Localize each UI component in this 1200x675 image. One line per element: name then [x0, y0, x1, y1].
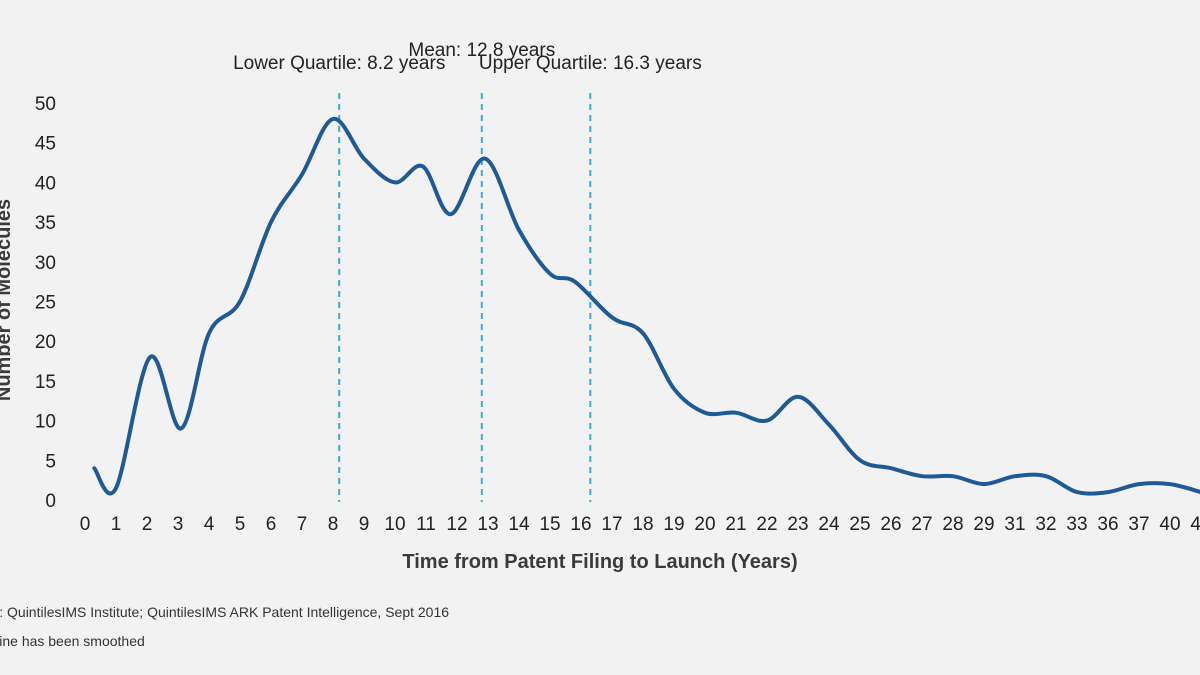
x-tick-label: 28 [942, 514, 963, 535]
x-tick-label: 31 [1004, 514, 1025, 535]
x-tick-label: 26 [880, 514, 901, 535]
x-tick-label: 6 [266, 514, 277, 535]
reference-line-label: Lower Quartile: 8.2 years [233, 53, 445, 74]
y-tick-label: 15 [35, 372, 56, 393]
y-tick-label: 0 [45, 491, 56, 512]
reference-line-label: Upper Quartile: 16.3 years [479, 53, 702, 74]
x-tick-label: 18 [632, 514, 653, 535]
y-tick-label: 50 [35, 94, 56, 115]
x-tick-label: 10 [384, 514, 405, 535]
y-tick-label: 25 [35, 293, 56, 314]
x-tick-label: 24 [818, 514, 840, 535]
y-tick-label: 45 [35, 134, 56, 155]
x-tick-label: 11 [416, 514, 436, 535]
y-tick-label: 10 [35, 412, 56, 433]
x-tick-label: 17 [601, 514, 622, 535]
series-line [92, 116, 1200, 496]
x-tick-label: 22 [756, 514, 777, 535]
x-tick-label: 4 [204, 514, 215, 535]
x-tick-label: 9 [359, 514, 370, 535]
series-layer [92, 116, 1200, 496]
y-axis-ticks: 0 5 10 15 20 25 30 35 40 45 50 [35, 94, 56, 512]
x-tick-label: 3 [173, 514, 184, 535]
x-axis-label: Time from Patent Filing to Launch (Years… [402, 551, 797, 573]
x-tick-label: 8 [328, 514, 339, 535]
x-tick-label: 16 [570, 514, 591, 535]
x-tick-label: 13 [477, 514, 498, 535]
x-tick-label: 27 [911, 514, 932, 535]
y-tick-label: 20 [35, 332, 56, 353]
x-tick-label: 37 [1128, 514, 1149, 535]
x-tick-label: 0 [80, 514, 91, 535]
reference-line-label: Mean: 12.8 years [408, 40, 555, 61]
y-tick-label: 30 [35, 253, 56, 274]
x-axis-ticks: 0 1 2 3 4 5 6 7 8 9 10 11 12 13 14 15 16 17 18 19 20 21 22 23 24… [80, 514, 1200, 535]
x-tick-label: 20 [694, 514, 715, 535]
x-tick-label: 19 [663, 514, 684, 535]
y-tick-label: 35 [35, 213, 56, 234]
x-tick-label: 7 [297, 514, 308, 535]
y-tick-label: 40 [35, 173, 56, 194]
x-tick-label: 36 [1097, 514, 1118, 535]
x-tick-label: 2 [142, 514, 153, 535]
x-tick-label: 29 [973, 514, 994, 535]
x-tick-label: 1 [111, 514, 122, 535]
x-tick-label: 41 [1190, 514, 1200, 535]
x-tick-label: 25 [849, 514, 870, 535]
source-note: urce: QuintilesIMS Institute; QuintilesI… [0, 604, 450, 620]
x-tick-label: 12 [446, 514, 467, 535]
y-axis-label: Number of Molecules [0, 199, 15, 401]
x-tick-label: 21 [725, 514, 746, 535]
x-tick-label: 40 [1159, 514, 1180, 535]
smoothing-note: te: Line has been smoothed [0, 633, 145, 649]
x-tick-label: 32 [1035, 514, 1056, 535]
x-tick-label: 23 [787, 514, 808, 535]
x-tick-label: 33 [1066, 514, 1087, 535]
x-tick-label: 15 [539, 514, 560, 535]
y-tick-label: 5 [45, 451, 56, 472]
x-tick-label: 14 [508, 514, 530, 535]
x-tick-label: 5 [235, 514, 246, 535]
